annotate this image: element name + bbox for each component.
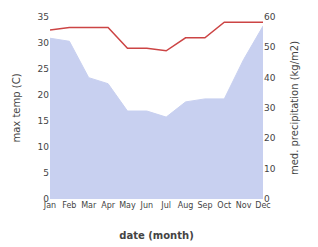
svg-text:Nov: Nov: [236, 201, 252, 210]
svg-text:60: 60: [264, 12, 276, 22]
svg-text:max temp (C): max temp (C): [11, 73, 22, 142]
svg-text:med. precipitation (kg/m2): med. precipitation (kg/m2): [289, 41, 300, 175]
svg-text:0: 0: [43, 194, 49, 204]
svg-text:Oct: Oct: [217, 201, 231, 210]
svg-text:10: 10: [264, 164, 276, 174]
svg-text:15: 15: [38, 116, 49, 126]
svg-text:Jan: Jan: [43, 201, 56, 210]
svg-text:50: 50: [264, 42, 276, 52]
svg-text:25: 25: [38, 64, 49, 74]
svg-text:Apr: Apr: [101, 201, 116, 210]
svg-text:Aug: Aug: [178, 201, 194, 210]
svg-text:May: May: [119, 201, 136, 210]
svg-text:30: 30: [264, 103, 276, 113]
svg-text:0: 0: [264, 194, 270, 204]
svg-text:Feb: Feb: [62, 201, 76, 210]
svg-text:10: 10: [38, 142, 50, 152]
svg-text:Jun: Jun: [140, 201, 154, 210]
svg-text:20: 20: [264, 133, 276, 143]
svg-text:30: 30: [38, 38, 50, 48]
svg-text:Jul: Jul: [160, 201, 171, 210]
svg-text:Mar: Mar: [81, 201, 97, 210]
svg-text:Dec: Dec: [255, 201, 270, 210]
svg-text:20: 20: [38, 90, 50, 100]
svg-text:35: 35: [38, 12, 49, 22]
svg-text:5: 5: [43, 168, 49, 178]
svg-text:40: 40: [264, 73, 276, 83]
svg-text:date (month): date (month): [119, 230, 193, 241]
svg-text:Sep: Sep: [197, 201, 212, 210]
